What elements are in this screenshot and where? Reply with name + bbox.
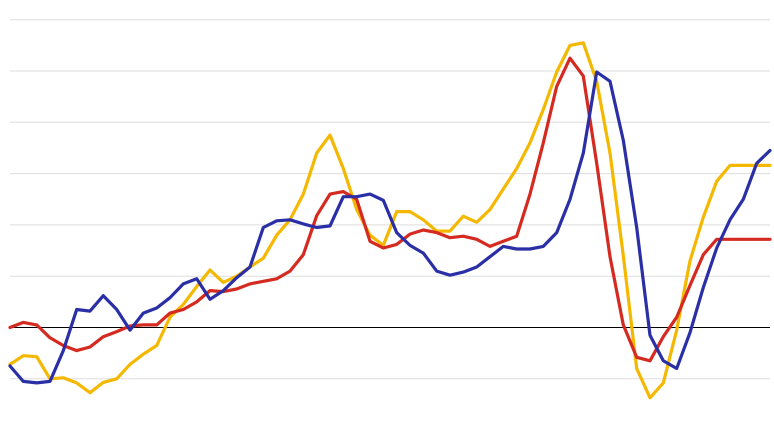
series-group bbox=[8, 41, 772, 400]
series-line-2 bbox=[8, 56, 772, 363]
series-line-3 bbox=[8, 70, 772, 385]
series-line-1 bbox=[8, 41, 772, 400]
gridlines bbox=[10, 19, 770, 380]
